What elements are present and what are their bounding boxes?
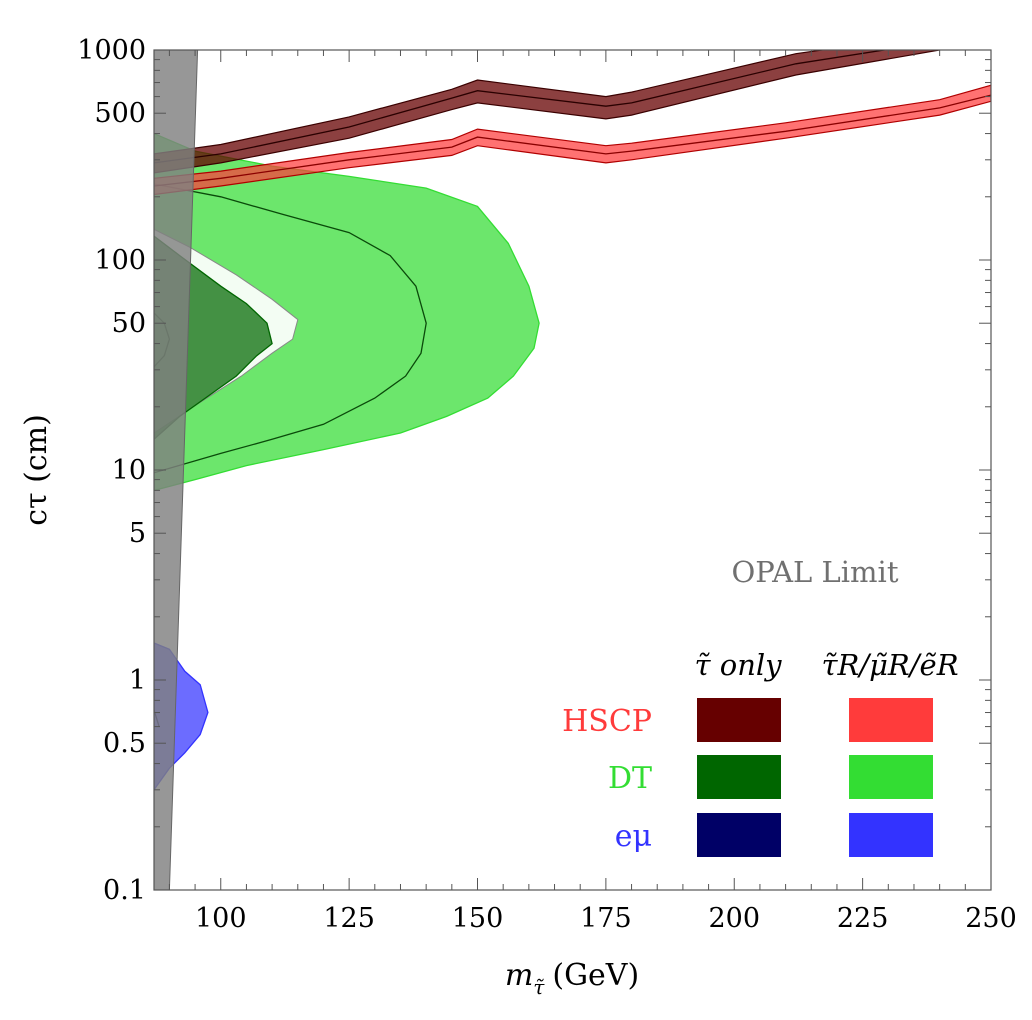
annotation-opal-limit: OPAL Limit <box>731 555 898 589</box>
y-axis-title: cτ (cm) <box>19 414 54 526</box>
y-tick-label-1000: 1000 <box>77 35 146 66</box>
band-hscp-only-central <box>154 50 889 164</box>
x-tick-label-125: 125 <box>323 903 375 934</box>
band-hscp-r-r-r <box>154 84 991 196</box>
x-tick-label-175: 175 <box>580 903 632 934</box>
x-axis-title: mτ̃ (GeV) <box>505 958 639 999</box>
legend-label-e-: eμ <box>615 819 652 854</box>
y-tick-label-5: 5 <box>129 518 146 549</box>
legend-label-hscp: HSCP <box>562 704 652 739</box>
y-tick-label-0-1: 0.1 <box>103 875 146 906</box>
data-regions <box>154 50 991 890</box>
x-axis-title-unit: (GeV) <box>552 958 639 993</box>
axis-tick-labels: 100 125 150 175 200 225 250 0.1 0.5 1 5 10 50 100 500 1… <box>77 35 1016 934</box>
legend-swatch-dt-stau-only <box>697 755 781 799</box>
x-axis-title-subscript: τ̃ <box>533 975 545 999</box>
legend-swatch-hscp-all-sleptons <box>849 698 933 742</box>
band-hscp-only <box>154 50 941 174</box>
legend: τ̃ only τ̃R/μ̃R/ẽR HSCP DT eμ <box>562 648 959 857</box>
band-hscp-r-r-r-central <box>154 94 991 187</box>
y-tick-label-500: 500 <box>94 98 146 129</box>
y-tick-label-1: 1 <box>129 665 146 696</box>
legend-label-dt: DT <box>608 761 652 796</box>
x-tick-label-100: 100 <box>195 903 247 934</box>
y-tick-label-50: 50 <box>112 308 146 339</box>
legend-header-stau-only: τ̃ only <box>694 648 782 682</box>
region-dt-r-r-r-contour <box>154 183 427 474</box>
axis-ticks <box>154 49 992 891</box>
x-tick-label-200: 200 <box>708 903 760 934</box>
x-tick-label-250: 250 <box>965 903 1017 934</box>
region-dt-r-r-r-outer <box>154 132 540 492</box>
legend-swatch-hscp-stau-only <box>697 698 781 742</box>
y-tick-label-10: 10 <box>112 455 146 486</box>
legend-swatch-e--all-sleptons <box>849 813 933 857</box>
x-tick-label-150: 150 <box>452 903 504 934</box>
legend-swatch-e--stau-only <box>697 813 781 857</box>
y-tick-label-100: 100 <box>94 245 146 276</box>
x-tick-label-225: 225 <box>837 903 889 934</box>
x-axis-title-symbol: m <box>505 958 533 993</box>
legend-swatch-dt-all-sleptons <box>849 755 933 799</box>
y-tick-label-0-5: 0.5 <box>103 728 146 759</box>
legend-header-all-sleptons: τ̃R/μ̃R/ẽR <box>821 648 958 682</box>
